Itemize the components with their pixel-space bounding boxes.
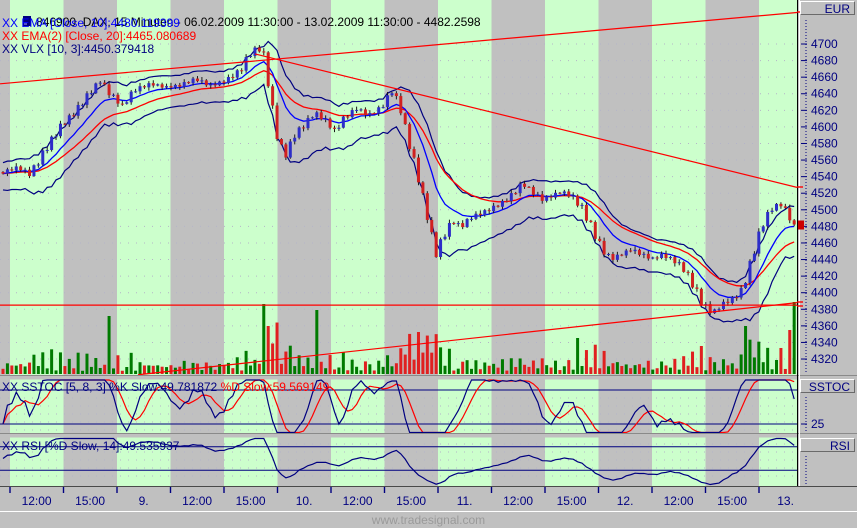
indicator-lines-layer [2,40,795,323]
sstoc-axis-header: SSTOC [800,379,855,394]
time-tick-label: 10. [296,494,313,508]
rsi-panel-layer [0,437,797,486]
price-tick-label: 4620 [811,103,838,117]
price-tick-label: 4440 [811,253,838,267]
volume-layer [1,302,796,374]
sstoc-d-label: %D Slow:59.569149 [220,380,330,394]
time-axis-labels: 12:00 15:00 9. 12:00 15:00 10. 12:00 15:00 11. 12… [9,487,794,508]
price-tick-label: 4580 [811,136,838,150]
price-tick-label: 4500 [811,203,838,217]
price-axis[interactable] [800,17,857,375]
time-tick-label: 15:00 [717,494,747,508]
price-tick-label: 4460 [811,236,838,250]
price-tick-label: 4640 [811,87,838,101]
price-tick-label: 4660 [811,70,838,84]
price-tick-label: 4380 [811,302,838,316]
price-tick-label: 4480 [811,219,838,233]
time-tick-label: 11. [457,494,473,508]
time-tick-label: 15:00 [396,494,426,508]
time-tick-label: 15:00 [557,494,587,508]
price-tick-label: 4600 [811,120,838,134]
time-tick-label: 9. [139,494,149,508]
price-tick-label: 4400 [811,286,838,300]
time-axis[interactable] [0,487,800,510]
time-tick-label: 13. [777,494,794,508]
legend-ema-slow[interactable]: XX EMA(2) [Close, 20]:4465.080689 [2,29,197,43]
watermark: www.tradesignal.com [371,513,486,527]
time-tick-label: 12:00 [22,494,52,508]
price-tick-label: 4560 [811,153,838,167]
price-tick-label: 4540 [811,170,838,184]
price-tick-label: 4700 [811,37,838,51]
price-axis-header: EUR [800,1,855,16]
price-tick-label: 4340 [811,335,838,349]
price-tick-label: 4420 [811,269,838,283]
panel-separators [0,375,857,438]
legend-sstoc[interactable]: XX SSTOC [5, 8, 3] %K Slow:49.781872 %D … [2,381,329,393]
sstoc-k-label: XX SSTOC [5, 8, 3] %K Slow:49.781872 [2,380,221,394]
rsi-axis-header: RSI [800,438,855,453]
plot-frame [0,0,857,512]
time-tick-label: 12:00 [664,494,694,508]
time-tick-label: 12:00 [343,494,373,508]
price-tick-label: 4680 [811,54,838,68]
time-tick-label: 15:00 [236,494,266,508]
price-tick-label: 4320 [811,352,838,366]
time-tick-label: 12. [617,494,634,508]
chart-title[interactable]: 846900 DAX, 15 Minuten - 06.02.2009 11:3… [2,3,481,41]
price-tick-label: 4520 [811,186,838,200]
trendlines-layer [0,11,797,376]
legend-vlx[interactable]: XX VLX [10, 3]:4450.379418 [2,42,155,56]
sstoc-panel-layer [0,379,797,433]
sstoc-axis-labels: 25 [801,397,825,432]
time-tick-label: 12:00 [503,494,533,508]
time-tick-label: 12:00 [182,494,212,508]
instrument-icon [2,3,33,41]
chart-title-text: 846900 DAX, 15 Minuten - 06.02.2009 11:3… [36,15,481,29]
price-axis-labels: 4700 4680 4660 4640 4620 4600 4580 4560 4540 4520… [797,11,838,374]
current-price-marker [798,220,804,230]
candles-layer [1,45,796,316]
legend-rsi[interactable]: XX RSI [%D Slow, 14]:49.535937 [2,439,180,453]
time-tick-label: 15:00 [75,494,105,508]
rsi-axis[interactable] [800,455,857,485]
price-tick-label: 4360 [811,319,838,333]
sstoc-tick-label: 25 [811,417,825,431]
legend-ema-fast[interactable]: XX EMA [Close, 10]:4480.119399 [2,16,180,30]
sstoc-axis[interactable] [800,396,857,433]
